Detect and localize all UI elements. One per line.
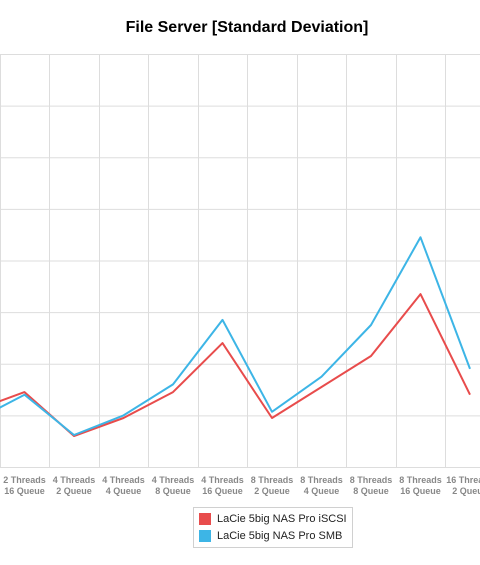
chart-series-lines: [0, 236, 471, 437]
x-tick-label-line1: 8 Threads: [350, 475, 393, 485]
x-tick-label-line1: 16 Threads: [446, 475, 480, 485]
x-tick-label-line1: 4 Threads: [152, 475, 195, 485]
chart-grid: [0, 54, 480, 468]
series-line-smb: [0, 236, 471, 436]
x-tick-label: 4 Threads 2 Queue: [53, 475, 96, 496]
x-tick-label-line2: 2 Queue: [56, 486, 92, 496]
x-tick-label-line2: 4 Queue: [106, 486, 142, 496]
x-tick-label: 4 Threads 8 Queue: [152, 475, 195, 496]
x-tick-label-line2: 16 Queue: [4, 486, 45, 496]
x-tick-label-line2: 8 Queue: [155, 486, 191, 496]
x-tick-label-line1: 2 Threads: [3, 475, 46, 485]
chart-legend: LaCie 5big NAS Pro iSCSI LaCie 5big NAS …: [193, 507, 353, 548]
legend-item-iscsi[interactable]: LaCie 5big NAS Pro iSCSI: [199, 511, 347, 527]
chart-title: File Server [Standard Deviation]: [125, 19, 369, 36]
x-tick-label-line1: 4 Threads: [53, 475, 96, 485]
legend-swatch-iscsi: [199, 513, 211, 525]
x-tick-label: 2 Threads 16 Queue: [3, 475, 46, 496]
x-tick-label-line2: 16 Queue: [202, 486, 243, 496]
x-tick-label-line1: 4 Threads: [201, 475, 244, 485]
x-tick-label-line1: 8 Threads: [399, 475, 442, 485]
x-tick-label-line1: 8 Threads: [251, 475, 294, 485]
x-tick-label-line2: 16 Queue: [400, 486, 441, 496]
x-tick-label: 8 Threads 2 Queue: [251, 475, 294, 496]
x-tick-label: 8 Threads 16 Queue: [399, 475, 442, 496]
legend-label-smb: LaCie 5big NAS Pro SMB: [217, 530, 343, 542]
x-tick-label-line1: 4 Threads: [102, 475, 145, 485]
legend-label-iscsi: LaCie 5big NAS Pro iSCSI: [217, 513, 347, 525]
legend-swatch-smb: [199, 530, 211, 542]
x-tick-label-line2: 2 Queue: [254, 486, 290, 496]
x-tick-label-line2: 2 Queue: [452, 486, 480, 496]
legend-item-smb[interactable]: LaCie 5big NAS Pro SMB: [199, 528, 342, 544]
x-tick-label: 8 Threads 4 Queue: [300, 475, 343, 496]
x-tick-label: 4 Threads 16 Queue: [201, 475, 244, 496]
x-tick-label: 4 Threads 4 Queue: [102, 475, 145, 496]
x-tick-label-line2: 8 Queue: [353, 486, 389, 496]
x-tick-label-line2: 4 Queue: [304, 486, 340, 496]
x-tick-label-line1: 8 Threads: [300, 475, 343, 485]
series-line-iscsi: [0, 293, 471, 437]
x-tick-label: 8 Threads 8 Queue: [350, 475, 393, 496]
